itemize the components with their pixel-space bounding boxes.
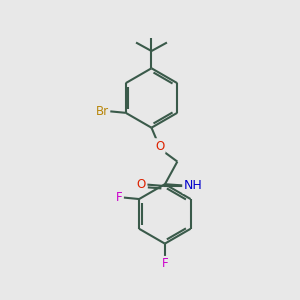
Text: Br: Br: [95, 105, 109, 118]
Text: F: F: [116, 191, 122, 204]
Text: F: F: [161, 257, 168, 270]
Text: O: O: [155, 140, 164, 153]
Text: NH: NH: [184, 179, 202, 193]
Text: O: O: [137, 178, 146, 191]
